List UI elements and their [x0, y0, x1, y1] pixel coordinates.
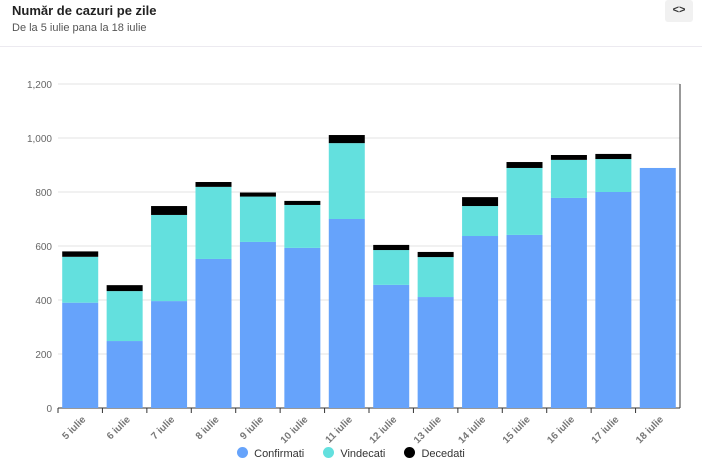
- bar-vindecati: [506, 167, 543, 235]
- y-tick-label: 1,000: [27, 134, 52, 145]
- bar-vindecati: [550, 159, 587, 198]
- x-tick-label: 5 iulie: [61, 414, 89, 442]
- bar-vindecati: [328, 143, 365, 219]
- x-tick-label: 12 iulie: [368, 414, 400, 446]
- bar-vindecati: [239, 196, 276, 242]
- bar-decedati: [151, 206, 188, 215]
- bar-confirmati: [328, 219, 365, 408]
- header-divider: [0, 46, 702, 47]
- y-tick-label: 600: [35, 242, 52, 253]
- bar-confirmati: [595, 192, 632, 408]
- bar-confirmati: [195, 258, 232, 408]
- bar-vindecati: [373, 250, 410, 285]
- x-tick-label: 16 iulie: [545, 414, 577, 446]
- bar-confirmati: [106, 341, 143, 408]
- y-tick-label: 800: [35, 188, 52, 199]
- legend-item-vindecati[interactable]: Vindecati: [323, 447, 386, 460]
- bar-decedati: [373, 244, 410, 251]
- legend-label: Decedati: [421, 448, 465, 460]
- bar-confirmati: [417, 297, 454, 408]
- x-tick-label: 11 iulie: [324, 414, 356, 446]
- bar-decedati: [62, 251, 99, 257]
- bar-vindecati: [106, 291, 143, 342]
- bar-vindecati: [62, 256, 99, 303]
- legend-item-confirmati[interactable]: Confirmati: [237, 447, 305, 460]
- bar-vindecati: [417, 257, 454, 298]
- bar-confirmati: [239, 241, 276, 408]
- bar-decedati: [239, 192, 276, 197]
- x-tick-label: 14 iulie: [456, 414, 488, 446]
- y-tick-label: 200: [35, 350, 52, 361]
- bar-vindecati: [195, 186, 232, 259]
- x-tick-label: 13 iulie: [412, 414, 444, 446]
- bar-decedati: [106, 285, 143, 292]
- legend-label: Confirmati: [254, 448, 305, 460]
- bar-vindecati: [462, 206, 499, 237]
- bar-vindecati: [151, 214, 188, 302]
- embed-code-button[interactable]: <>: [665, 0, 693, 22]
- bar-confirmati: [151, 301, 188, 408]
- chart-subtitle: De la 5 iulie pana la 18 iulie: [12, 22, 147, 34]
- bar-vindecati: [284, 204, 321, 248]
- x-tick-label: 6 iulie: [105, 414, 133, 442]
- bar-decedati: [462, 197, 499, 207]
- legend: Confirmati Vindecati Decedati: [0, 447, 702, 460]
- x-tick-label: 15 iulie: [501, 414, 533, 446]
- x-tick-label: 9 iulie: [238, 414, 266, 442]
- bar-decedati: [284, 200, 321, 205]
- bar-decedati: [328, 135, 365, 144]
- bar-decedati: [417, 251, 454, 258]
- legend-dot-icon: [404, 447, 416, 458]
- legend-item-decedati[interactable]: Decedati: [404, 447, 465, 460]
- x-tick-label: 7 iulie: [149, 414, 177, 442]
- bar-confirmati: [506, 234, 543, 408]
- bar-confirmati: [550, 197, 587, 408]
- bar-decedati: [550, 155, 587, 160]
- bar-decedati: [595, 153, 632, 160]
- bar-confirmati: [639, 167, 676, 408]
- bar-vindecati: [595, 159, 632, 192]
- legend-label: Vindecati: [340, 448, 386, 460]
- x-tick-label: 17 iulie: [590, 414, 622, 446]
- y-tick-label: 400: [35, 296, 52, 307]
- bar-decedati: [195, 182, 232, 187]
- bar-confirmati: [284, 247, 321, 408]
- legend-dot-icon: [237, 447, 249, 458]
- bar-confirmati: [62, 302, 99, 408]
- bar-confirmati: [373, 284, 410, 408]
- bar-decedati: [506, 162, 543, 168]
- x-tick-label: 10 iulie: [279, 414, 311, 446]
- x-tick-label: 18 iulie: [634, 414, 666, 446]
- x-tick-label: 8 iulie: [194, 414, 222, 442]
- bar-confirmati: [462, 236, 499, 408]
- y-tick-label: 1,200: [27, 80, 52, 91]
- y-tick-label: 0: [46, 404, 52, 415]
- chart-title: Număr de cazuri pe zile: [12, 3, 157, 18]
- legend-dot-icon: [323, 447, 335, 458]
